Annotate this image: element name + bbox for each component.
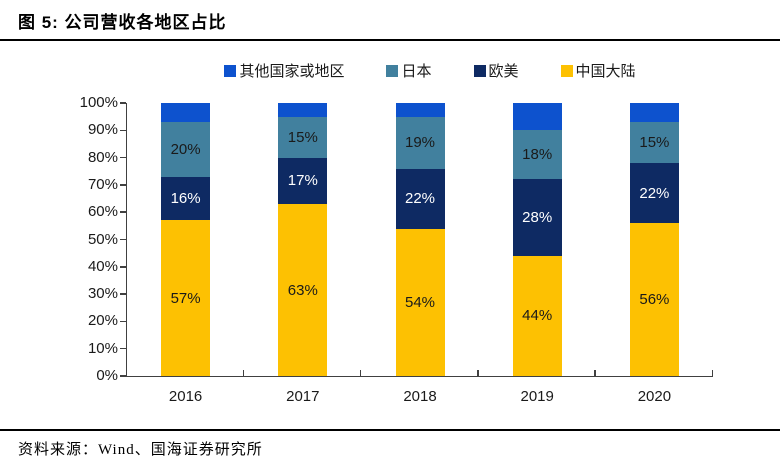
legend-label: 欧美 [488,63,519,80]
x-axis-category-label: 2020 [637,388,672,405]
x-axis-category-label: 2018 [403,388,437,405]
data-label: 16% [170,190,201,208]
bar-segment-日本: 15% [629,122,679,164]
x-axis-tick [242,370,245,376]
bar-2020: 56% 22% 15% [629,103,679,376]
data-label: 19% [404,134,436,152]
legend-swatch-icon [560,64,573,77]
legend-swatch-icon [386,64,399,77]
data-label: 15% [287,128,318,146]
y-axis-tick-label: 40% [87,257,118,275]
y-axis-tick [120,375,126,377]
bar-2018: 54% 22% 19% [395,103,445,376]
y-axis-tick-label: 60% [87,203,118,221]
y-axis-tick [120,156,126,159]
legend-label: 中国大陆 [575,63,636,80]
x-axis-category-label: 2017 [286,388,320,405]
bar-segment-中国大陆: 57% [161,220,211,376]
y-axis-tick [120,129,126,132]
bar-segment-其他国家或地区 [395,103,445,117]
y-axis-tick [120,102,126,104]
y-axis-tick-label: 90% [87,121,118,139]
data-label: 15% [639,134,670,152]
data-label: 17% [287,172,318,190]
y-axis-tick-label: 10% [87,339,118,357]
y-axis-tick-label: 0% [96,367,118,384]
x-axis-tick [477,370,479,376]
y-axis-tick [120,211,126,213]
y-axis-tick-label: 80% [87,148,118,166]
legend-swatch-icon [224,64,237,77]
data-label: 28% [522,209,553,227]
bar-segment-日本: 18% [512,130,562,180]
legend-item: 中国大陆 [560,60,636,81]
y-axis-tick-label: 50% [87,230,118,248]
data-label: 63% [287,281,318,299]
bar-segment-其他国家或地区 [629,103,679,123]
source-note: 资料来源：Wind、国海证券研究所 [18,442,263,458]
x-axis-tick [711,370,713,376]
data-label: 54% [404,293,436,311]
x-axis-category-label: 2016 [168,388,203,405]
chart-legend: 其他国家或地区 日本 欧美 中国大陆 [0,60,780,81]
bar-segment-其他国家或地区 [512,103,562,131]
bar-segment-欧美: 17% [278,157,328,205]
bar-segment-日本: 15% [278,116,328,158]
data-label: 22% [639,184,670,202]
legend-label: 其他国家或地区 [239,63,345,80]
y-axis-tick [120,320,126,323]
bar-segment-欧美: 16% [161,176,211,221]
title-divider [0,39,780,41]
stacked-bar-chart: 100% 90% 80% 70% 60% 50% 40% 30% 20% 10% 0% 57% 16% 2… [80,95,713,405]
source-divider [0,429,780,431]
figure-title: 图 5: 公司营收各地区占比 [18,13,227,32]
y-axis-tick-label: 70% [87,175,118,193]
x-axis-tick [359,370,362,376]
legend-label: 日本 [401,63,432,80]
legend-item: 欧美 [473,60,519,81]
bar-segment-中国大陆: 56% [629,223,679,376]
legend-item: 其他国家或地区 [224,60,344,81]
y-axis-tick-label: 20% [87,312,118,330]
data-label: 20% [170,140,201,158]
x-axis-tick [594,370,596,376]
data-label: 44% [522,307,553,325]
data-label: 56% [639,291,670,309]
y-axis-tick [120,238,126,241]
y-axis-tick [120,184,126,186]
bar-2017: 63% 17% 15% [278,103,328,376]
bar-segment-其他国家或地区 [161,103,211,123]
bar-segment-日本: 19% [395,116,445,169]
bar-2016: 57% 16% 20% [161,103,211,376]
y-axis-tick-label: 30% [87,285,118,303]
legend-swatch-icon [473,64,486,77]
bar-segment-欧美: 22% [629,163,679,224]
x-axis-category-label: 2019 [520,388,554,405]
y-axis-tick-label: 100% [79,94,118,111]
data-label: 57% [170,289,201,307]
data-label: 18% [522,146,553,164]
y-axis-tick [120,293,126,295]
y-axis-tick [120,347,126,350]
bar-segment-其他国家或地区 [278,103,328,117]
bar-segment-欧美: 22% [395,168,445,229]
data-label: 22% [404,190,436,208]
legend-item: 日本 [386,60,432,81]
bar-2019: 44% 28% 18% [512,103,562,376]
bar-segment-日本: 20% [161,122,211,177]
bar-segment-中国大陆: 44% [512,255,562,376]
y-axis-tick [120,266,126,268]
bar-segment-中国大陆: 54% [395,228,445,376]
bar-segment-中国大陆: 63% [278,204,328,376]
bar-segment-欧美: 28% [512,179,562,256]
